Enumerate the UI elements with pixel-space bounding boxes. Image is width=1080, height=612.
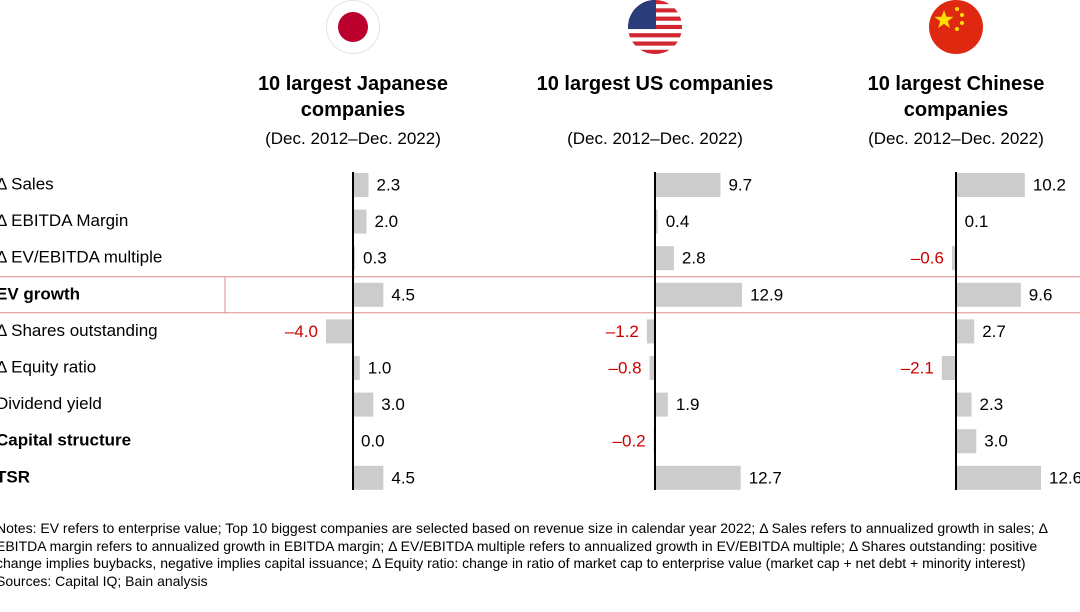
value-label: 12.9: [750, 285, 783, 304]
value-label: 0.1: [965, 212, 989, 231]
bar: [956, 282, 1021, 307]
bar: [655, 392, 668, 417]
panel-subtitle: (Dec. 2012–Dec. 2022): [265, 129, 441, 148]
bar: [941, 356, 956, 380]
bar: [655, 282, 743, 307]
row-label: EV growth: [0, 284, 80, 303]
value-label: 1.0: [368, 358, 392, 377]
bar: [353, 173, 369, 197]
bar: [655, 465, 741, 490]
row-label: Δ EBITDA Margin: [0, 211, 128, 230]
row-label: Δ Sales: [0, 174, 54, 193]
value-label: 9.6: [1029, 285, 1053, 304]
value-label: 10.2: [1033, 175, 1066, 194]
value-label: 3.0: [381, 395, 405, 414]
bar: [353, 356, 360, 380]
value-label: –0.8: [609, 358, 642, 377]
flag-china: [929, 0, 983, 54]
notes: Notes: EV refers to enterprise value; To…: [0, 520, 1048, 571]
value-label: –2.1: [901, 358, 934, 377]
row-label: Δ EV/EBITDA multiple: [0, 248, 162, 267]
row-label: TSR: [0, 467, 30, 486]
value-label: 0.0: [361, 432, 385, 451]
bar: [956, 429, 977, 454]
value-label: 2.8: [682, 249, 706, 268]
row-label: Δ Shares outstanding: [0, 321, 158, 340]
bar: [951, 246, 956, 271]
value-label: 1.9: [676, 395, 700, 414]
flag-japan: [326, 0, 380, 54]
panel-title: 10 largest Japanese companies: [257, 73, 449, 121]
bar: [956, 319, 975, 344]
panel-subtitle: (Dec. 2012–Dec. 2022): [868, 129, 1044, 148]
bar: [353, 392, 374, 417]
row-label: Capital structure: [0, 431, 131, 450]
bar: [956, 465, 1042, 490]
bar: [353, 246, 356, 271]
sources: Sources: Capital IQ; Bain analysis: [0, 572, 208, 589]
bar: [353, 282, 384, 307]
bar: [655, 209, 658, 234]
bar: [956, 392, 972, 417]
bar: [326, 319, 353, 344]
value-label: –4.0: [285, 322, 318, 341]
value-label: 12.6: [1049, 468, 1080, 487]
value-label: –0.2: [613, 432, 646, 451]
value-label: 0.3: [363, 249, 387, 268]
panel-subtitle: (Dec. 2012–Dec. 2022): [567, 129, 743, 148]
value-label: 3.0: [984, 432, 1008, 451]
footnotes: Notes: EV refers to enterprise value; To…: [0, 520, 1080, 590]
flag-us: [628, 0, 682, 54]
panel-title: 10 largest Chinese companies: [867, 73, 1045, 121]
value-label: –1.2: [606, 322, 639, 341]
bar: [956, 173, 1025, 197]
value-label: 2.3: [980, 395, 1004, 414]
value-label: 4.5: [391, 285, 415, 304]
value-label: 2.7: [982, 322, 1006, 341]
value-label: 0.4: [666, 212, 690, 231]
bar: [655, 246, 674, 271]
value-label: 9.7: [728, 175, 752, 194]
row-label: Δ Equity ratio: [0, 357, 96, 376]
bar: [655, 173, 721, 197]
bar: [646, 319, 655, 344]
value-label: 2.3: [377, 175, 401, 194]
value-label: 12.7: [749, 468, 782, 487]
highlight-box: [224, 276, 1080, 314]
value-label: 4.5: [391, 468, 415, 487]
bar: [649, 356, 655, 380]
bar: [353, 465, 384, 490]
row-label: Dividend yield: [0, 394, 102, 413]
panel-title: 10 largest US companies: [536, 73, 774, 95]
value-label: 2.0: [375, 212, 399, 231]
value-label: –0.6: [911, 249, 944, 268]
bar: [353, 209, 367, 234]
